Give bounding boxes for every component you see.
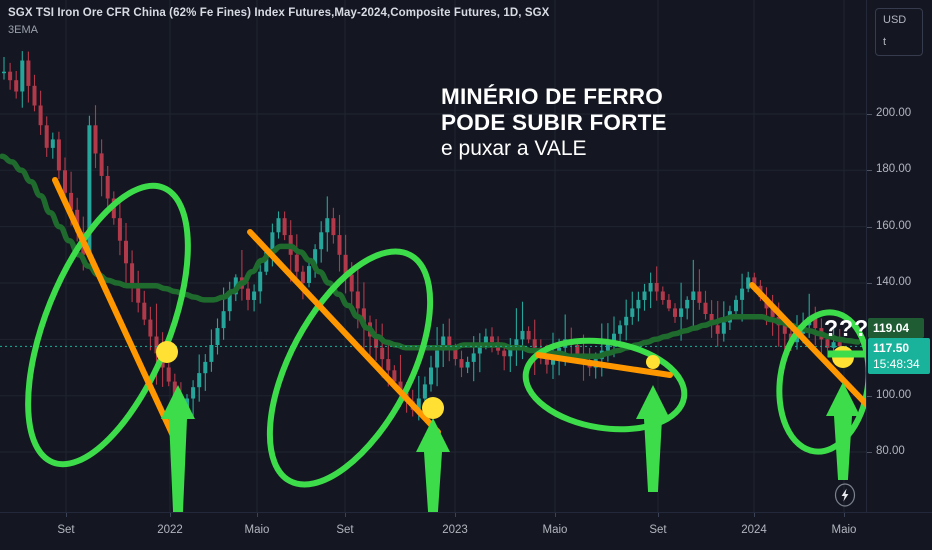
time-tick: Maio bbox=[831, 524, 857, 536]
lightning-replay-icon[interactable] bbox=[834, 482, 856, 508]
time-tick: Maio bbox=[244, 524, 270, 536]
time-tick: 2022 bbox=[157, 524, 183, 536]
price-tick: 100.00 bbox=[876, 388, 912, 401]
drawing-annotations-layer[interactable] bbox=[0, 0, 866, 512]
last-price-badge: 117.50 15:48:34 bbox=[868, 338, 930, 374]
currency-code: USD bbox=[883, 14, 907, 26]
last-price-value: 117.50 bbox=[873, 341, 910, 355]
currency-unit-box: USD t bbox=[875, 8, 923, 56]
ema-price-badge: 119.04 bbox=[868, 318, 924, 338]
price-tick: 180.00 bbox=[876, 163, 912, 176]
price-tick: 140.00 bbox=[876, 276, 912, 288]
currency-unit: t bbox=[883, 36, 887, 48]
price-tick: 160.00 bbox=[876, 219, 912, 232]
time-tick: 2023 bbox=[442, 524, 468, 536]
price-tick: 80.00 bbox=[876, 445, 905, 457]
time-tick: 2024 bbox=[741, 524, 767, 536]
time-tick: Set bbox=[649, 524, 667, 536]
price-axis[interactable]: USD t 200.00 180.00 160.00 140.00 100.00 80.0… bbox=[866, 0, 932, 512]
time-tick: Maio bbox=[542, 524, 568, 536]
price-tick: 200.00 bbox=[876, 107, 912, 119]
last-price-time: 15:48:34 bbox=[873, 357, 920, 371]
time-tick: Set bbox=[336, 524, 354, 536]
chart-plot-area[interactable] bbox=[0, 0, 866, 512]
time-axis[interactable]: Set 2022 Maio Set 2023 Maio Set 2024 Maio bbox=[0, 512, 932, 550]
time-tick: Set bbox=[57, 524, 75, 536]
